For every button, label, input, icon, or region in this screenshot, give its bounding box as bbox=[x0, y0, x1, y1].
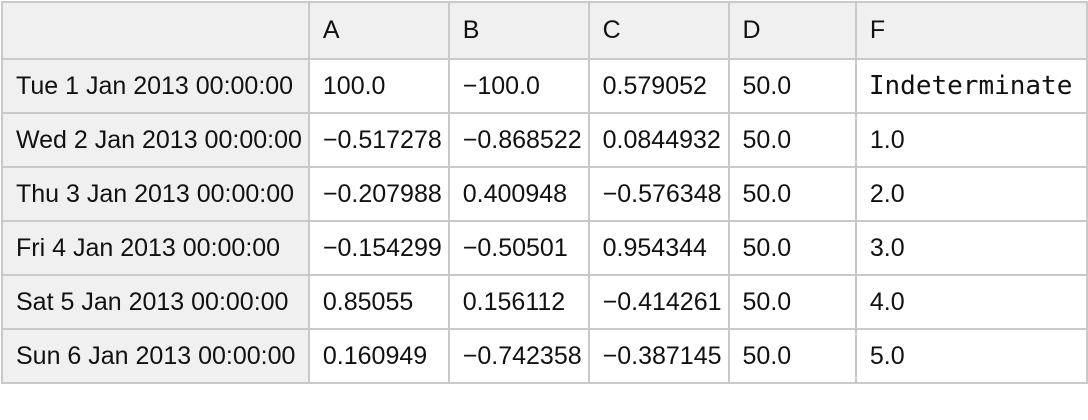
table-row: Sat 5 Jan 2013 00:00:00 0.85055 0.156112… bbox=[1, 274, 1088, 330]
table-cell: 3.0 bbox=[854, 220, 1088, 276]
row-label: Thu 3 Jan 2013 00:00:00 bbox=[1, 166, 310, 222]
row-label: Sun 6 Jan 2013 00:00:00 bbox=[1, 328, 310, 384]
table-cell: 0.160949 bbox=[307, 328, 450, 384]
table-cell: −0.50501 bbox=[447, 220, 590, 276]
table-row: Thu 3 Jan 2013 00:00:00 −0.207988 0.4009… bbox=[1, 166, 1088, 222]
column-header-f: F bbox=[854, 1, 1088, 60]
table-cell: −0.868522 bbox=[447, 112, 590, 168]
table-cell: 2.0 bbox=[854, 166, 1088, 222]
table-cell: 4.0 bbox=[854, 274, 1088, 330]
table-cell: −0.387145 bbox=[587, 328, 730, 384]
table-cell: −0.742358 bbox=[447, 328, 590, 384]
table-cell: 0.156112 bbox=[447, 274, 590, 330]
table-cell: 50.0 bbox=[727, 112, 857, 168]
table-cell: 0.579052 bbox=[587, 58, 730, 114]
table-row: Fri 4 Jan 2013 00:00:00 −0.154299 −0.505… bbox=[1, 220, 1088, 276]
row-label: Fri 4 Jan 2013 00:00:00 bbox=[1, 220, 310, 276]
table-cell: −0.414261 bbox=[587, 274, 730, 330]
column-header-b: B bbox=[447, 1, 590, 60]
row-label: Wed 2 Jan 2013 00:00:00 bbox=[1, 112, 310, 168]
table-cell: −100.0 bbox=[447, 58, 590, 114]
column-header-c: C bbox=[587, 1, 730, 60]
table-cell: 50.0 bbox=[727, 328, 857, 384]
column-header-a: A bbox=[307, 1, 450, 60]
column-header-d: D bbox=[727, 1, 857, 60]
table-row: Wed 2 Jan 2013 00:00:00 −0.517278 −0.868… bbox=[1, 112, 1088, 168]
data-table: A B C D F Tue 1 Jan 2013 00:00:00 100.0 … bbox=[1, 1, 1088, 384]
header-row: A B C D F bbox=[1, 1, 1088, 60]
table-cell: 100.0 bbox=[307, 58, 450, 114]
table-cell: 0.85055 bbox=[307, 274, 450, 330]
table-cell: 1.0 bbox=[854, 112, 1088, 168]
row-label: Tue 1 Jan 2013 00:00:00 bbox=[1, 58, 310, 114]
table-row: Sun 6 Jan 2013 00:00:00 0.160949 −0.7423… bbox=[1, 328, 1088, 384]
row-label: Sat 5 Jan 2013 00:00:00 bbox=[1, 274, 310, 330]
table-cell: −0.576348 bbox=[587, 166, 730, 222]
table-cell: 0.400948 bbox=[447, 166, 590, 222]
table-row: Tue 1 Jan 2013 00:00:00 100.0 −100.0 0.5… bbox=[1, 58, 1088, 114]
table-cell: −0.154299 bbox=[307, 220, 450, 276]
column-header-index bbox=[1, 1, 310, 60]
table-cell: 50.0 bbox=[727, 274, 857, 330]
table-cell: −0.207988 bbox=[307, 166, 450, 222]
table-cell-indeterminate: Indeterminate bbox=[854, 58, 1088, 114]
table-cell: 5.0 bbox=[854, 328, 1088, 384]
table-cell: 50.0 bbox=[727, 58, 857, 114]
table-cell: 50.0 bbox=[727, 166, 857, 222]
table-cell: 0.0844932 bbox=[587, 112, 730, 168]
table-cell: 0.954344 bbox=[587, 220, 730, 276]
table-cell: −0.517278 bbox=[307, 112, 450, 168]
table-cell: 50.0 bbox=[727, 220, 857, 276]
